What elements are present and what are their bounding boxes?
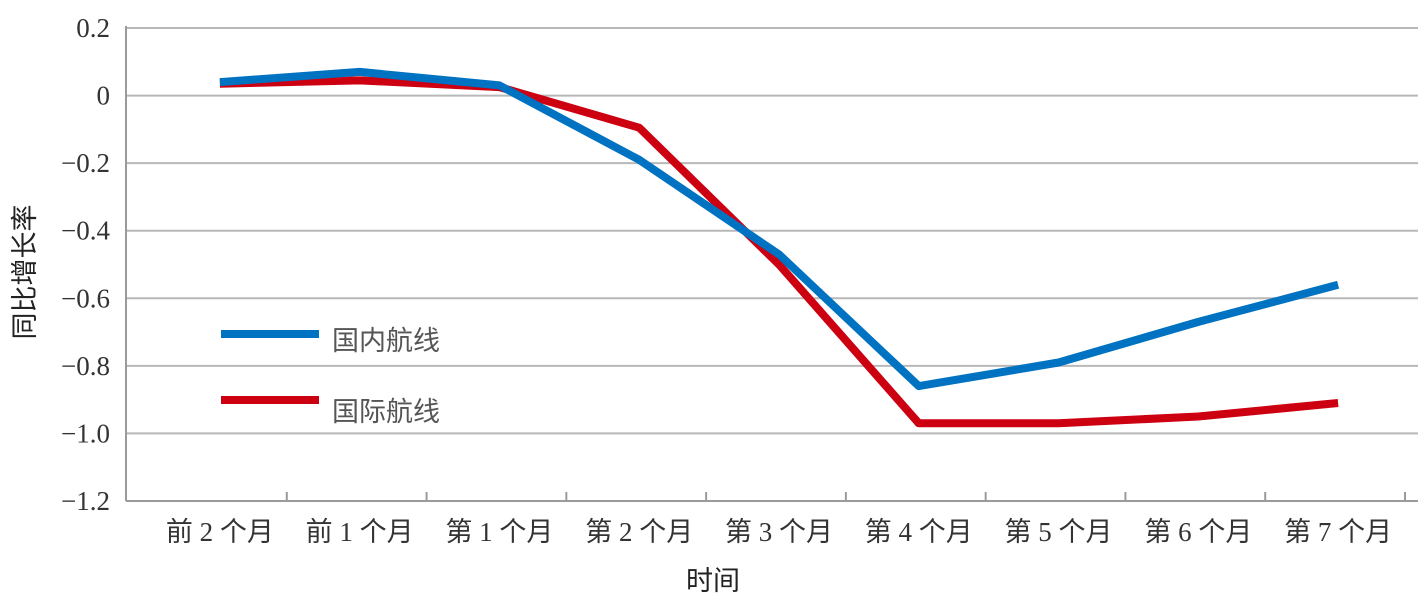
legend-label-domestic: 国内航线: [332, 326, 440, 357]
legend-label-international: 国际航线: [332, 397, 440, 428]
y-tick-label: −1.0: [61, 418, 110, 448]
y-axis-title: 同比增长率: [10, 205, 41, 340]
x-tick-label: 第 1 个月: [445, 517, 553, 547]
series-lines: [219, 67, 1340, 428]
y-tick-label: −0.6: [61, 283, 110, 313]
x-axis-ticks: [285, 492, 1406, 501]
series-line-international: [219, 76, 1339, 428]
x-tick-label: 前 2 个月: [166, 517, 274, 547]
y-tick-label: 0: [97, 81, 111, 111]
gridlines: [126, 27, 1418, 435]
y-tick-label: −0.4: [61, 216, 110, 246]
y-tick-label: 0.2: [76, 13, 110, 43]
x-tick-label: 前 1 个月: [306, 517, 414, 547]
x-tick-label: 第 6 个月: [1144, 517, 1252, 547]
legend-item-international: 国际航线: [221, 396, 440, 428]
x-tick-label: 第 7 个月: [1284, 517, 1392, 547]
legend: 国内航线 国际航线: [221, 326, 440, 428]
axes: [125, 26, 1418, 502]
y-tick-label: −0.8: [61, 351, 110, 381]
series-line-domestic: [219, 67, 1340, 391]
x-tick-label: 第 2 个月: [585, 517, 693, 547]
y-tick-label: −0.2: [61, 148, 110, 178]
legend-item-domestic: 国内航线: [221, 326, 440, 357]
y-tick-label: −1.2: [61, 486, 110, 516]
x-tick-labels: 前 2 个月 前 1 个月 第 1 个月 第 2 个月 第 3 个月 第 4 个月 第 5 …: [166, 517, 1392, 547]
y-tick-labels: 0.2 0 −0.2 −0.4 −0.6 −0.8 −1.0 −1.2: [61, 13, 110, 516]
x-axis-title: 时间: [686, 566, 740, 597]
x-tick-label: 第 3 个月: [725, 517, 833, 547]
x-tick-label: 第 5 个月: [1005, 517, 1113, 547]
x-tick-label: 第 4 个月: [865, 517, 973, 547]
